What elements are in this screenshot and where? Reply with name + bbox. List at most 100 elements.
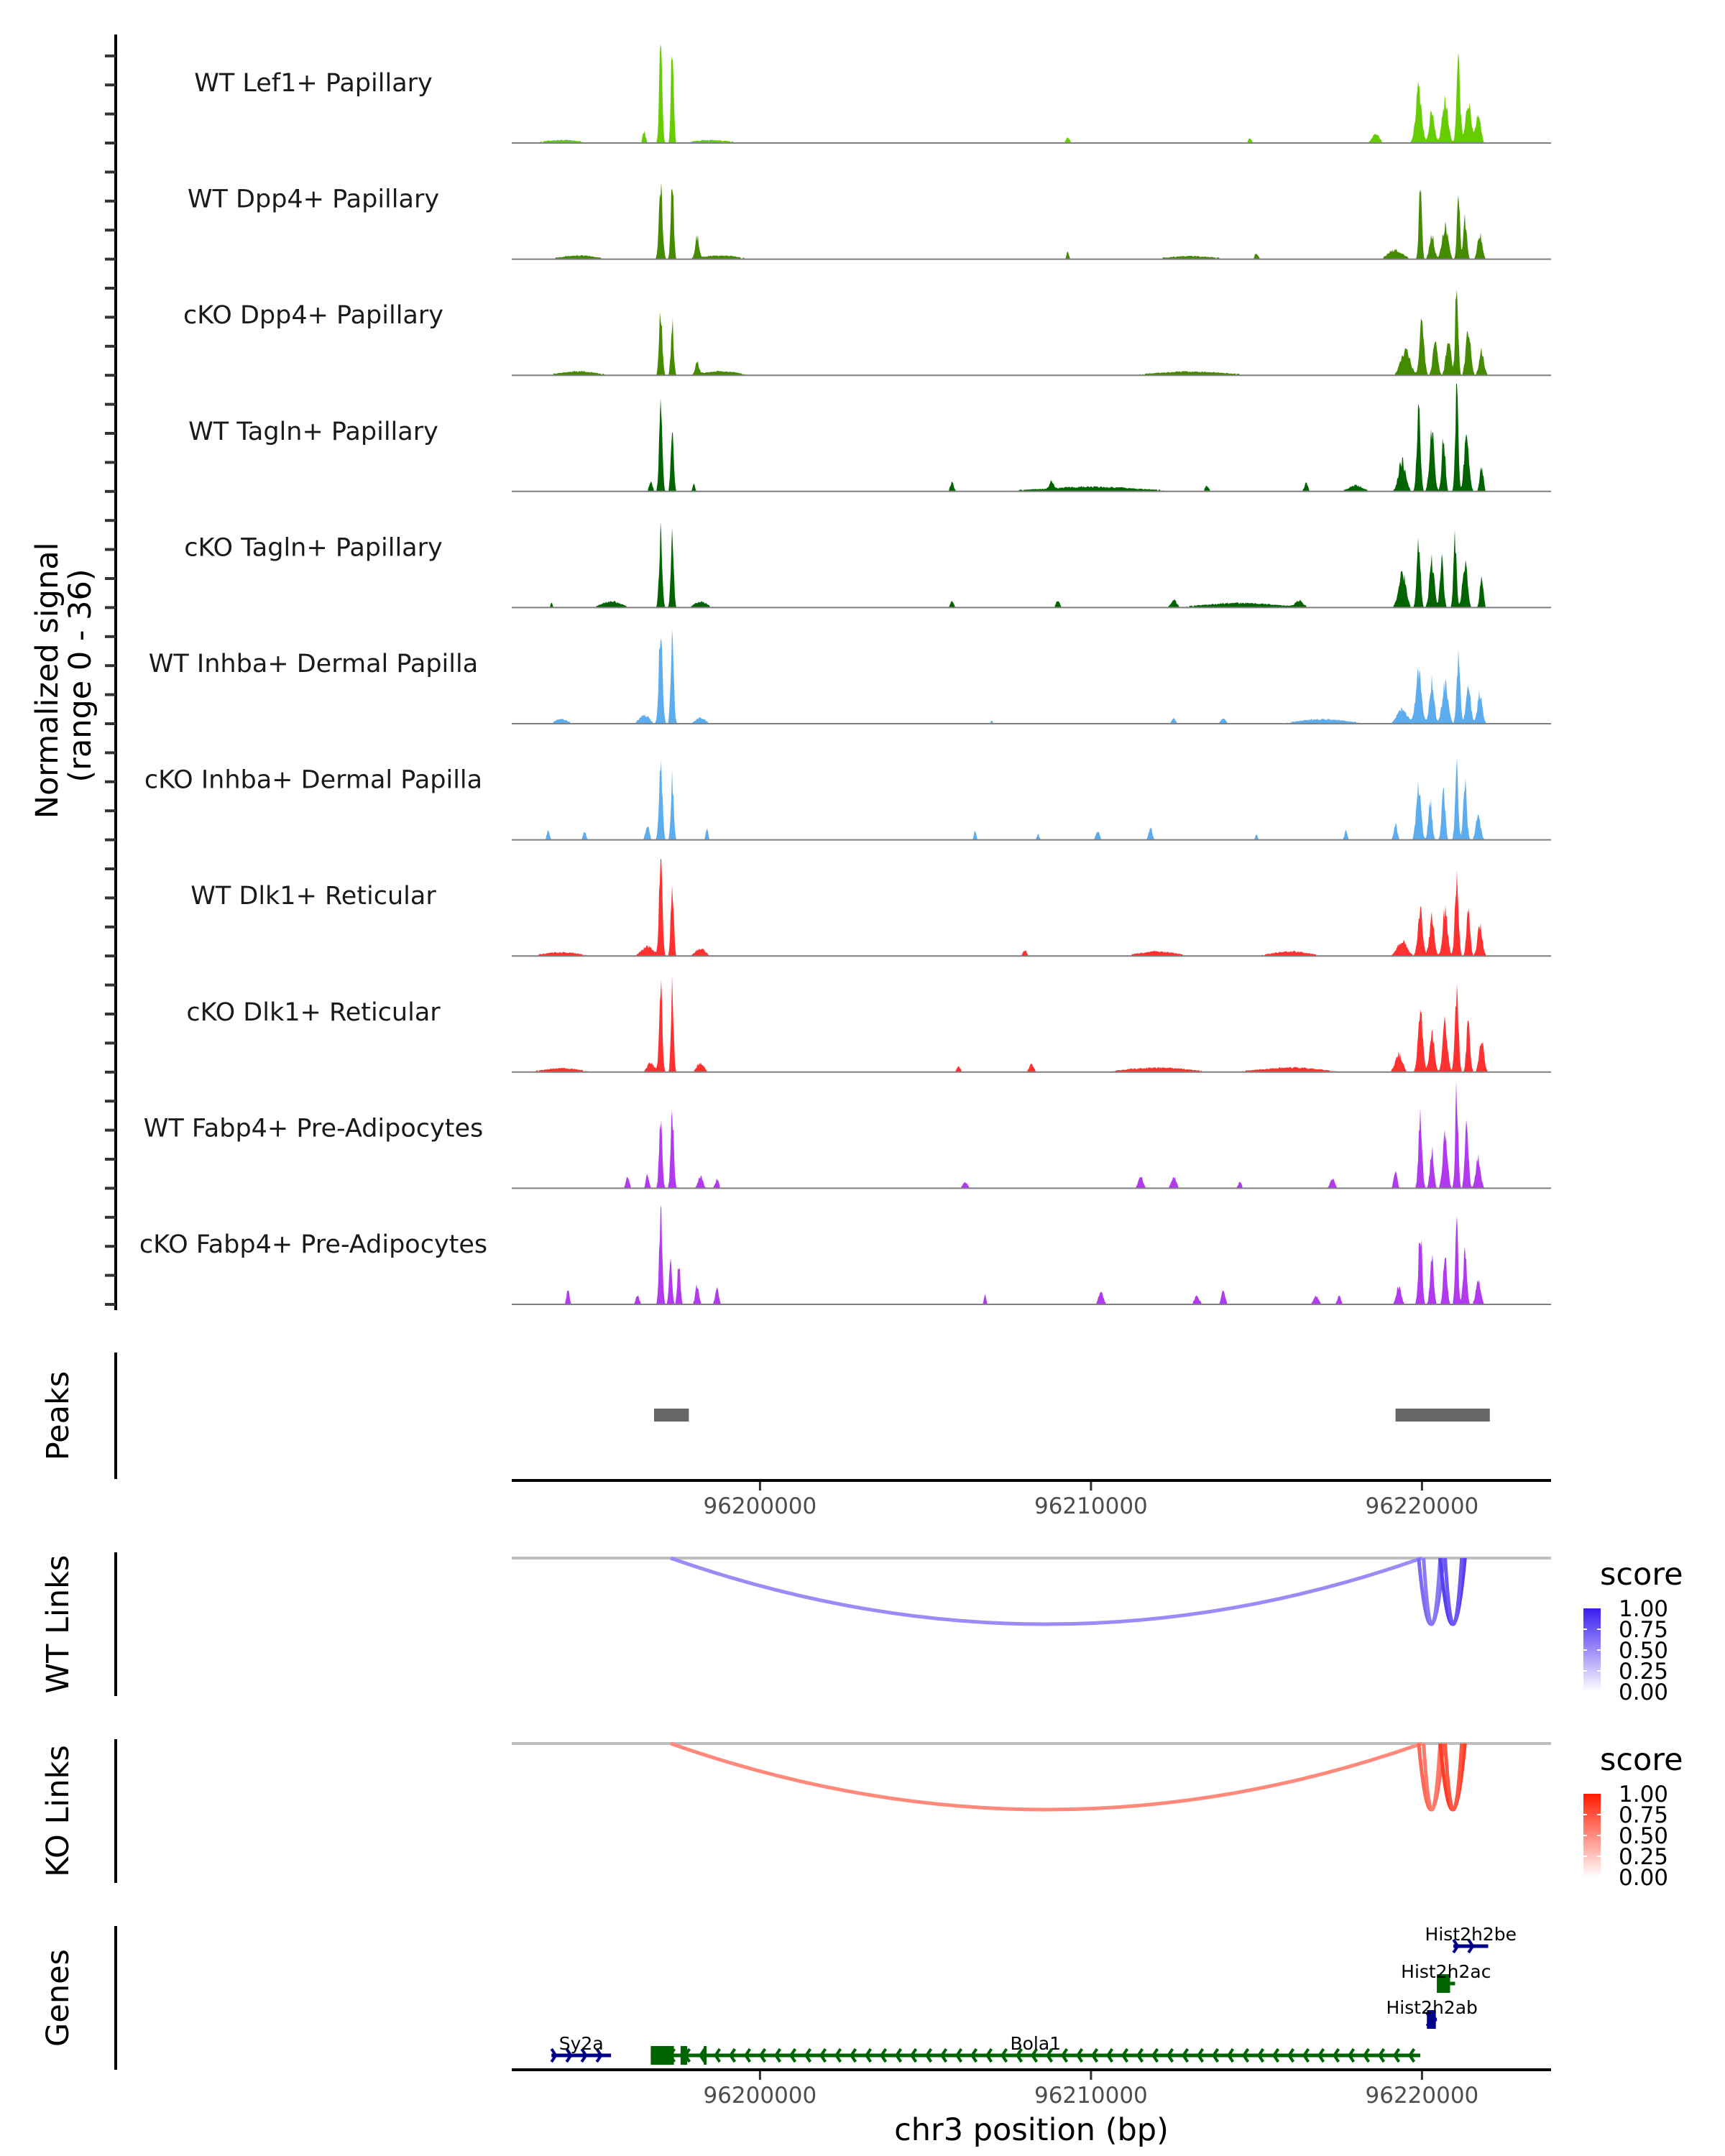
coverage-track: WT Dpp4+ Papillary (188, 182, 1551, 260)
coverage-track: WT Inhba+ Dermal Papilla (149, 629, 1551, 724)
legend-tick-label: 0.50 (1619, 1638, 1668, 1664)
track-label: WT Fabp4+ Pre-Adipocytes (144, 1114, 483, 1143)
strand-arrow (1136, 2047, 1144, 2063)
strand-arrow (1363, 2047, 1371, 2063)
track-label: WT Dlk1+ Reticular (190, 882, 436, 911)
strand-arrow (1242, 2047, 1250, 2063)
strand-arrow (1408, 2047, 1416, 2063)
strand-arrow (880, 2047, 888, 2063)
gene-model: Hist2h2be (1425, 1924, 1517, 1954)
legend-tick-label: 0.00 (1619, 1680, 1668, 1705)
signal-area (512, 45, 1551, 143)
gene-exon (680, 2046, 688, 2065)
ko-link-arcs (670, 1741, 1467, 1812)
signal-area (512, 383, 1551, 492)
coverage-track: cKO Tagln+ Papillary (184, 522, 1551, 609)
strand-arrow (759, 2047, 767, 2063)
peak-regions (654, 1409, 1490, 1422)
link-arc (1443, 1743, 1464, 1812)
strand-arrow (1091, 2047, 1099, 2063)
signal-area (512, 757, 1551, 840)
strand-arrow (550, 2047, 558, 2063)
coverage-track: WT Tagln+ Papillary (188, 383, 1551, 492)
strand-arrow (1272, 2047, 1280, 2063)
legend-tick-label: 0.00 (1619, 1865, 1668, 1891)
gene-exon (1427, 2010, 1436, 2029)
legend-tick-label: 0.25 (1619, 1844, 1668, 1870)
coverage-tracks: WT Lef1+ Papillary WT Dpp4+ Papillary cKO … (139, 45, 1551, 1305)
coverage-track: cKO Inhba+ Dermal Papilla (144, 757, 1551, 841)
ko-links-panel: KO Links score 1.000.750.500.250.00 (40, 1739, 1683, 1891)
strand-arrow (1031, 2047, 1039, 2063)
signal-area (512, 182, 1551, 259)
strand-arrow (819, 2047, 827, 2063)
signal-area (512, 1204, 1551, 1304)
link-arc (670, 1741, 1423, 1812)
link-arc (670, 1556, 1423, 1626)
strand-arrow (1393, 2047, 1401, 2063)
peak-region (654, 1409, 689, 1422)
strand-arrow (1061, 2047, 1069, 2063)
gene-model: Hist2h2ab (1386, 1997, 1478, 2029)
genes-panel: Genes Sy2a Bola1 Hist2h2ab Hist2h2ac Hist2h2… (40, 1924, 1551, 2148)
x-tick-label: 96210000 (1034, 1493, 1148, 1519)
genes-track-label: Genes (40, 1949, 76, 2047)
signal-area (512, 522, 1551, 608)
x-tick-label: 96220000 (1366, 2083, 1479, 2109)
strand-arrow (1197, 2047, 1205, 2063)
strand-arrow (1121, 2047, 1129, 2063)
wt-score-legend: score 1.000.750.500.250.00 (1583, 1557, 1683, 1705)
gene-exon (650, 2046, 674, 2065)
track-label: WT Tagln+ Papillary (188, 418, 438, 446)
coverage-y-axis-title: Normalized signal (range 0 - 36) (29, 533, 98, 819)
x-tick-label: 96200000 (703, 2083, 816, 2109)
strand-arrow (1467, 1938, 1475, 1954)
gene-model: Hist2h2ac (1401, 1961, 1491, 1993)
strand-arrow (1046, 2047, 1054, 2063)
coverage-track: WT Lef1+ Papillary (194, 45, 1551, 144)
strand-arrow (895, 2047, 903, 2063)
strand-arrow (1452, 1938, 1460, 1954)
x-tick-label: 96210000 (1034, 2083, 1148, 2109)
strand-arrow (595, 2047, 603, 2063)
track-label: WT Lef1+ Papillary (194, 69, 433, 98)
peaks-x-ticks: 96200000 96210000 96220000 (703, 1482, 1478, 1519)
peaks-panel: Peaks 96200000 96210000 96220000 (40, 1353, 1551, 1519)
strand-arrow (1212, 2047, 1220, 2063)
strand-arrow (1302, 2047, 1310, 2063)
wt-legend-title: score (1600, 1557, 1683, 1593)
strand-arrow (1106, 2047, 1114, 2063)
link-arc (1443, 1557, 1464, 1626)
coverage-track: cKO Dlk1+ Reticular (186, 975, 1551, 1073)
strand-arrow (850, 2047, 857, 2063)
strand-arrow (1378, 2047, 1386, 2063)
signal-area (512, 289, 1551, 376)
y-axis-title-line-1: Normalized signal (29, 542, 65, 819)
coverage-y-ticks (105, 54, 116, 1306)
coverage-track: cKO Fabp4+ Pre-Adipocytes (139, 1204, 1551, 1305)
legend-tick-label: 1.00 (1619, 1596, 1668, 1622)
strand-arrow (1257, 2047, 1265, 2063)
strand-arrow (580, 2047, 588, 2063)
gene-exon (1437, 1974, 1450, 1993)
legend-tick-label: 0.50 (1619, 1823, 1668, 1849)
peak-region (1395, 1409, 1490, 1422)
genes-x-ticks: 96200000 96210000 96220000 (703, 2071, 1478, 2109)
strand-arrow (865, 2047, 873, 2063)
signal-area (512, 629, 1551, 724)
gene-model: Sy2a (550, 2033, 612, 2063)
strand-arrow (1333, 2047, 1340, 2063)
link-arc (1422, 1743, 1443, 1812)
legend-tick-label: 0.25 (1619, 1659, 1668, 1685)
gene-label: Hist2h2ac (1401, 1961, 1491, 1982)
strand-arrow (774, 2047, 782, 2063)
legend-tick-label: 0.75 (1619, 1802, 1668, 1828)
legend-tick-label: 0.75 (1619, 1617, 1668, 1643)
strand-arrow (804, 2047, 812, 2063)
gene-model: Bola1 (650, 2033, 1421, 2065)
strand-arrow (940, 2047, 948, 2063)
gene-exon (704, 2046, 707, 2065)
track-label: WT Inhba+ Dermal Papilla (149, 650, 478, 678)
strand-arrow (910, 2047, 918, 2063)
